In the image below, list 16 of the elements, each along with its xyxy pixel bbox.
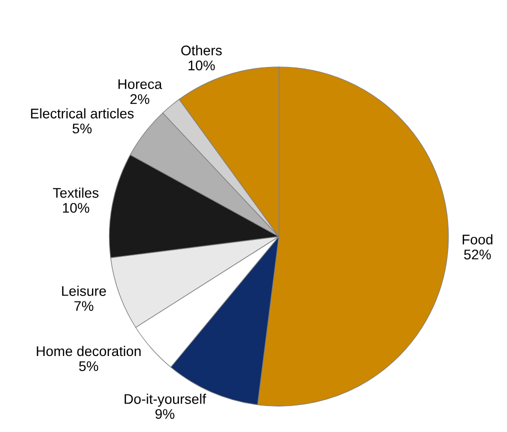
data-label: 10% (62, 202, 90, 213)
slice-label: Others (181, 45, 222, 56)
slice-label: Electrical articles (31, 108, 134, 118)
data-label: 10% (188, 60, 215, 70)
data-label: 2% (130, 94, 150, 104)
slice-label: Do-it-yourself (124, 394, 206, 407)
slice-label: Leisure (62, 286, 106, 296)
data-label: 7% (74, 301, 94, 311)
slice-label: Home decoration (36, 346, 141, 356)
data-label: 5% (79, 361, 98, 372)
data-label: 52% (464, 250, 491, 260)
data-label: 5% (72, 124, 92, 134)
slice-label: Food (462, 234, 492, 244)
slice-label: Horeca (118, 79, 162, 90)
data-label: 9% (155, 409, 174, 419)
slice-label: Textiles (52, 188, 98, 198)
